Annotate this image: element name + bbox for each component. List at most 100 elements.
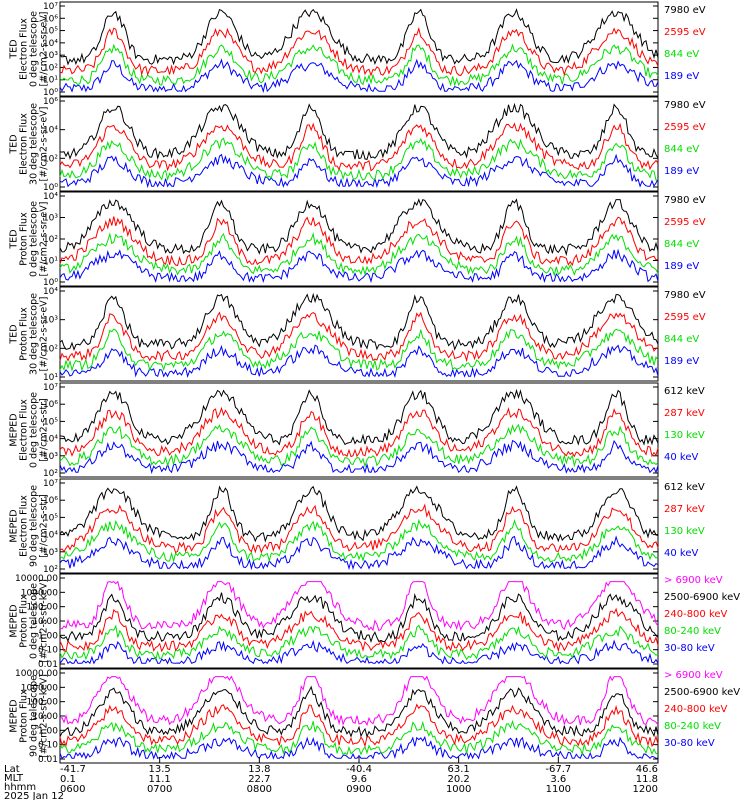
y-tick-label: 10¹: [43, 373, 58, 383]
panel-6: MEPED Electron Flux 90 deg telescope [#/cm2…: [9, 478, 705, 575]
y-tick-label: 10³: [43, 214, 58, 224]
series-line-7980-ev: [59, 292, 659, 351]
series-line-2595-ev: [59, 26, 659, 77]
x-axis-row-label: MLT: [4, 773, 24, 784]
series-line-189-ev: [59, 58, 659, 94]
x-tick-hhmm: 0900: [346, 784, 371, 795]
y-tick-label: 10³: [43, 51, 58, 61]
y-axis-label: Electron Flux: [19, 18, 30, 80]
y-tick-label: 10⁷: [43, 383, 58, 393]
legend-entry: 189 eV: [664, 166, 699, 177]
y-tick-label: 1000.00: [21, 588, 58, 598]
x-tick-mlt: 9.6: [351, 774, 367, 785]
y-axis-label: 0 deg telescope: [29, 583, 40, 659]
y-axis-label: [#/cm2-s-str]: [39, 494, 50, 557]
legend-entry: 2500-6900 keV: [664, 592, 740, 603]
legend-entry: 189 eV: [664, 356, 699, 367]
plot-frame: [59, 478, 659, 574]
y-tick-label: 10.00: [32, 712, 58, 722]
y-axis-label: TED: [9, 324, 20, 344]
series-line-287-kev: [59, 406, 659, 458]
legend-entry: 189 eV: [664, 261, 699, 272]
series-line-2500-6900-kev: [59, 592, 659, 643]
series-line-7980-ev: [59, 8, 659, 66]
y-tick-label: 0.01: [38, 660, 58, 670]
y-tick-label: 10000.00: [15, 574, 58, 584]
y-tick-label: 10²: [43, 63, 58, 73]
series-line-612-kev: [59, 388, 659, 446]
y-tick-label: 10⁶: [43, 400, 58, 410]
x-tick-lat: -40.4: [346, 764, 372, 775]
x-tick-hhmm: 0700: [147, 784, 172, 795]
legend-entry: 30-80 keV: [664, 738, 715, 749]
legend-entry: 130 keV: [664, 526, 705, 537]
x-axis-row-label: hhmm: [4, 782, 36, 793]
series-line-40-kev: [59, 535, 659, 571]
y-axis-label: [#/cm2-s-sr-eV]: [39, 202, 50, 277]
y-axis-label: [#/cm2-s-sr-eV]: [39, 107, 50, 182]
y-tick-label: 10¹: [43, 76, 58, 86]
y-tick-label: 10000.00: [15, 669, 58, 679]
y-tick-label: 10³: [43, 452, 58, 462]
series-line-2595-ev: [59, 216, 659, 267]
y-axis-label: 90 deg telescope: [29, 675, 40, 757]
series-line-612-kev: [59, 485, 659, 543]
y-tick-label: 100.00: [27, 603, 59, 613]
series-line-844-ev: [59, 137, 659, 182]
legend-entry: 844 eV: [664, 239, 699, 250]
y-tick-label: 10⁰: [43, 183, 58, 193]
y-tick-label: 10²: [43, 469, 58, 479]
legend-entry: 40 keV: [664, 548, 698, 559]
series-line-130-kev: [59, 518, 659, 563]
y-tick-label: 0.10: [38, 646, 58, 656]
series-line-844-ev: [59, 231, 659, 277]
y-tick-label: 10⁶: [43, 496, 58, 506]
x-tick-mlt: 22.7: [248, 774, 270, 785]
x-tick-lat: 46.6: [636, 764, 658, 775]
y-tick-label: 10⁴: [43, 39, 58, 49]
y-axis-label: 30 deg telescope: [29, 293, 40, 375]
series-line-30-80-kev: [59, 735, 658, 760]
x-tick-lat: 63.1: [448, 764, 470, 775]
y-tick-label: 10³: [43, 316, 58, 326]
y-axis-label: 0 deg telescope: [29, 392, 40, 468]
x-tick-mlt: 3.6: [550, 774, 566, 785]
x-tick-mlt: 0.1: [60, 774, 76, 785]
series-line-189-ev: [59, 153, 659, 189]
series-line-30-80-kev: [59, 639, 659, 665]
legend-entry: 189 eV: [664, 71, 699, 82]
y-tick-label: 10⁰: [43, 278, 58, 288]
legend-entry: 7980 eV: [664, 290, 706, 301]
y-axis-label: Electron Flux: [19, 495, 30, 557]
legend-entry: 844 eV: [664, 49, 699, 60]
plot-frame: [59, 96, 659, 192]
y-axis-label: Proton Flux: [19, 689, 30, 743]
series-line-2595-ev: [59, 311, 659, 363]
y-tick-label: 10⁵: [43, 27, 58, 37]
legend-entry: 612 keV: [664, 386, 705, 397]
y-tick-label: 10⁴: [43, 192, 58, 202]
y-tick-label: 10²: [43, 154, 58, 164]
y-tick-label: 10⁰: [43, 88, 58, 98]
y-axis-label: TED: [9, 39, 20, 59]
legend-entry: 2595 eV: [664, 217, 706, 228]
legend-entry: 287 keV: [664, 408, 705, 419]
series-line-189-ev: [59, 344, 659, 379]
legend-entry: 240-800 keV: [664, 704, 728, 715]
series-line-80-240-kev: [59, 624, 659, 662]
series-line-40-kev: [59, 439, 659, 475]
panel-8: MEPED Proton Flux 90 deg telescope [#/cm2-s…: [9, 668, 740, 765]
y-axis-label: Proton Flux: [19, 594, 30, 648]
y-tick-label: 10²: [43, 344, 58, 354]
y-axis-label: [#/cm2-s-str-keV]: [39, 674, 50, 758]
x-axis-row-label: Lat: [4, 764, 20, 775]
y-tick-label: 10⁷: [43, 479, 58, 489]
series-line-2500-6900-kev: [59, 685, 659, 739]
y-tick-label: 10⁵: [43, 513, 58, 523]
y-axis-label: Proton Flux: [19, 307, 30, 361]
y-tick-label: 0.01: [38, 755, 58, 765]
y-tick-label: 10⁴: [43, 435, 58, 445]
y-axis-label: [#/cm2-s-sr-eV]: [39, 12, 50, 87]
y-axis-label: [#/cm2-s-sr-eV]: [39, 297, 50, 372]
